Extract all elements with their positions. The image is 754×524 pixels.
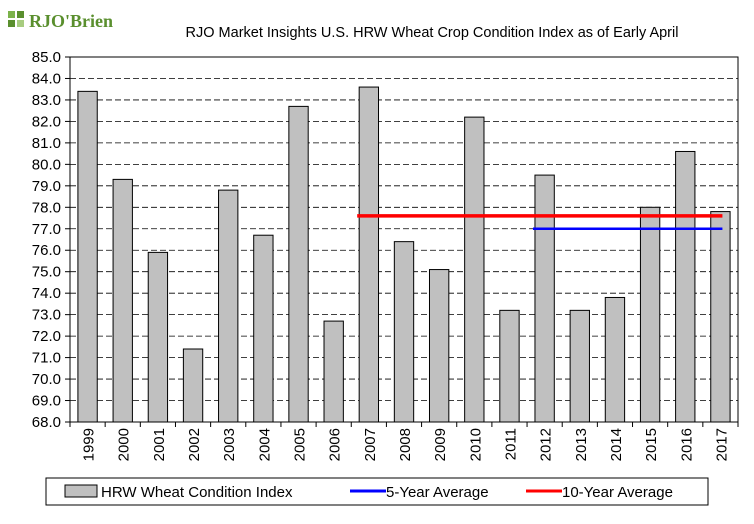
x-tick-label: 2012 — [538, 428, 555, 461]
x-tick-label: 2009 — [432, 428, 449, 461]
legend-label-5yr: 5-Year Average — [386, 484, 489, 501]
y-tick-label: 82.0 — [32, 113, 61, 130]
bar-2005 — [288, 105, 309, 423]
y-tick-label: 84.0 — [32, 70, 61, 87]
logo-square-icon-1 — [8, 11, 15, 18]
bar-2001 — [147, 251, 169, 423]
x-tick-label: 2013 — [573, 428, 590, 461]
bar-2008 — [393, 241, 415, 423]
y-axis: 68.0 69.0 70.0 71.0 72.0 73.0 74.0 75.0 76.0 77.0… — [32, 49, 70, 431]
x-tick-label: 2007 — [362, 428, 379, 461]
y-tick-label: 70.0 — [32, 371, 61, 388]
y-tick-label: 81.0 — [32, 135, 61, 152]
bar-2003 — [218, 189, 239, 423]
bar-2006 — [323, 320, 344, 423]
bar-2002 — [182, 348, 204, 423]
x-tick-label: 2015 — [643, 428, 660, 461]
y-tick-label: 76.0 — [32, 242, 61, 259]
legend-label-10yr: 10-Year Average — [562, 484, 673, 501]
y-tick-label: 71.0 — [32, 350, 61, 367]
y-tick-label: 75.0 — [32, 264, 61, 281]
y-tick-label: 72.0 — [32, 328, 61, 345]
bar-2013 — [569, 309, 590, 423]
x-tick-label: 2004 — [256, 428, 273, 461]
bar-2000 — [112, 178, 133, 423]
x-tick-label: 2008 — [397, 428, 414, 461]
bar-2007 — [358, 86, 380, 423]
legend: HRW Wheat Condition Index 5-Year Average… — [45, 477, 709, 506]
y-tick-label: 83.0 — [32, 92, 61, 109]
bar-2010 — [464, 116, 485, 423]
bar-2009 — [428, 269, 450, 423]
x-tick-label: 2016 — [678, 428, 695, 461]
x-tick-label: 2002 — [186, 428, 203, 461]
y-tick-label: 85.0 — [32, 49, 61, 66]
y-tick-label: 69.0 — [32, 393, 61, 410]
bar-2017 — [710, 211, 731, 423]
logo-square-icon-2 — [17, 11, 24, 18]
bars — [77, 86, 731, 423]
x-tick-label: 1999 — [81, 428, 98, 461]
y-tick-label: 80.0 — [32, 156, 61, 173]
bar-2016 — [675, 150, 696, 423]
x-tick-label: 2006 — [327, 428, 344, 461]
bar-2014 — [604, 296, 626, 423]
logo: RJO'Brien — [8, 11, 113, 31]
reference-lines — [357, 214, 723, 231]
x-tick-label: 2005 — [292, 428, 309, 461]
bar-1999 — [77, 90, 98, 423]
x-tick-label: 2014 — [608, 428, 625, 461]
x-tick-label: 2001 — [151, 428, 168, 461]
x-tick-label: 2011 — [502, 428, 519, 460]
legend-swatch-bar — [64, 484, 98, 498]
y-tick-label: 79.0 — [32, 178, 61, 195]
y-tick-label: 77.0 — [32, 221, 61, 238]
x-tick-label: 2003 — [221, 428, 238, 461]
bar-2011 — [499, 309, 520, 423]
x-tick-label: 2000 — [116, 428, 133, 461]
y-tick-label: 68.0 — [32, 414, 61, 431]
logo-text: RJO'Brien — [29, 11, 113, 31]
logo-square-icon-4 — [17, 20, 24, 27]
bar-2015 — [639, 206, 661, 423]
logo-square-icon-3 — [8, 20, 15, 27]
x-tick-label: 2017 — [713, 428, 730, 461]
x-tick-label: 2010 — [467, 428, 484, 461]
chart-title: RJO Market Insights U.S. HRW Wheat Crop … — [186, 25, 679, 41]
legend-label-bar: HRW Wheat Condition Index — [101, 484, 293, 501]
y-tick-label: 74.0 — [32, 285, 61, 302]
bar-2012 — [534, 174, 555, 423]
bar-2004 — [253, 234, 274, 423]
x-axis: 1999 2000 2001 2002 2003 2004 2005 2006 2007 2008… — [69, 422, 739, 461]
y-tick-label: 73.0 — [32, 307, 61, 324]
y-tick-label: 78.0 — [32, 199, 61, 216]
